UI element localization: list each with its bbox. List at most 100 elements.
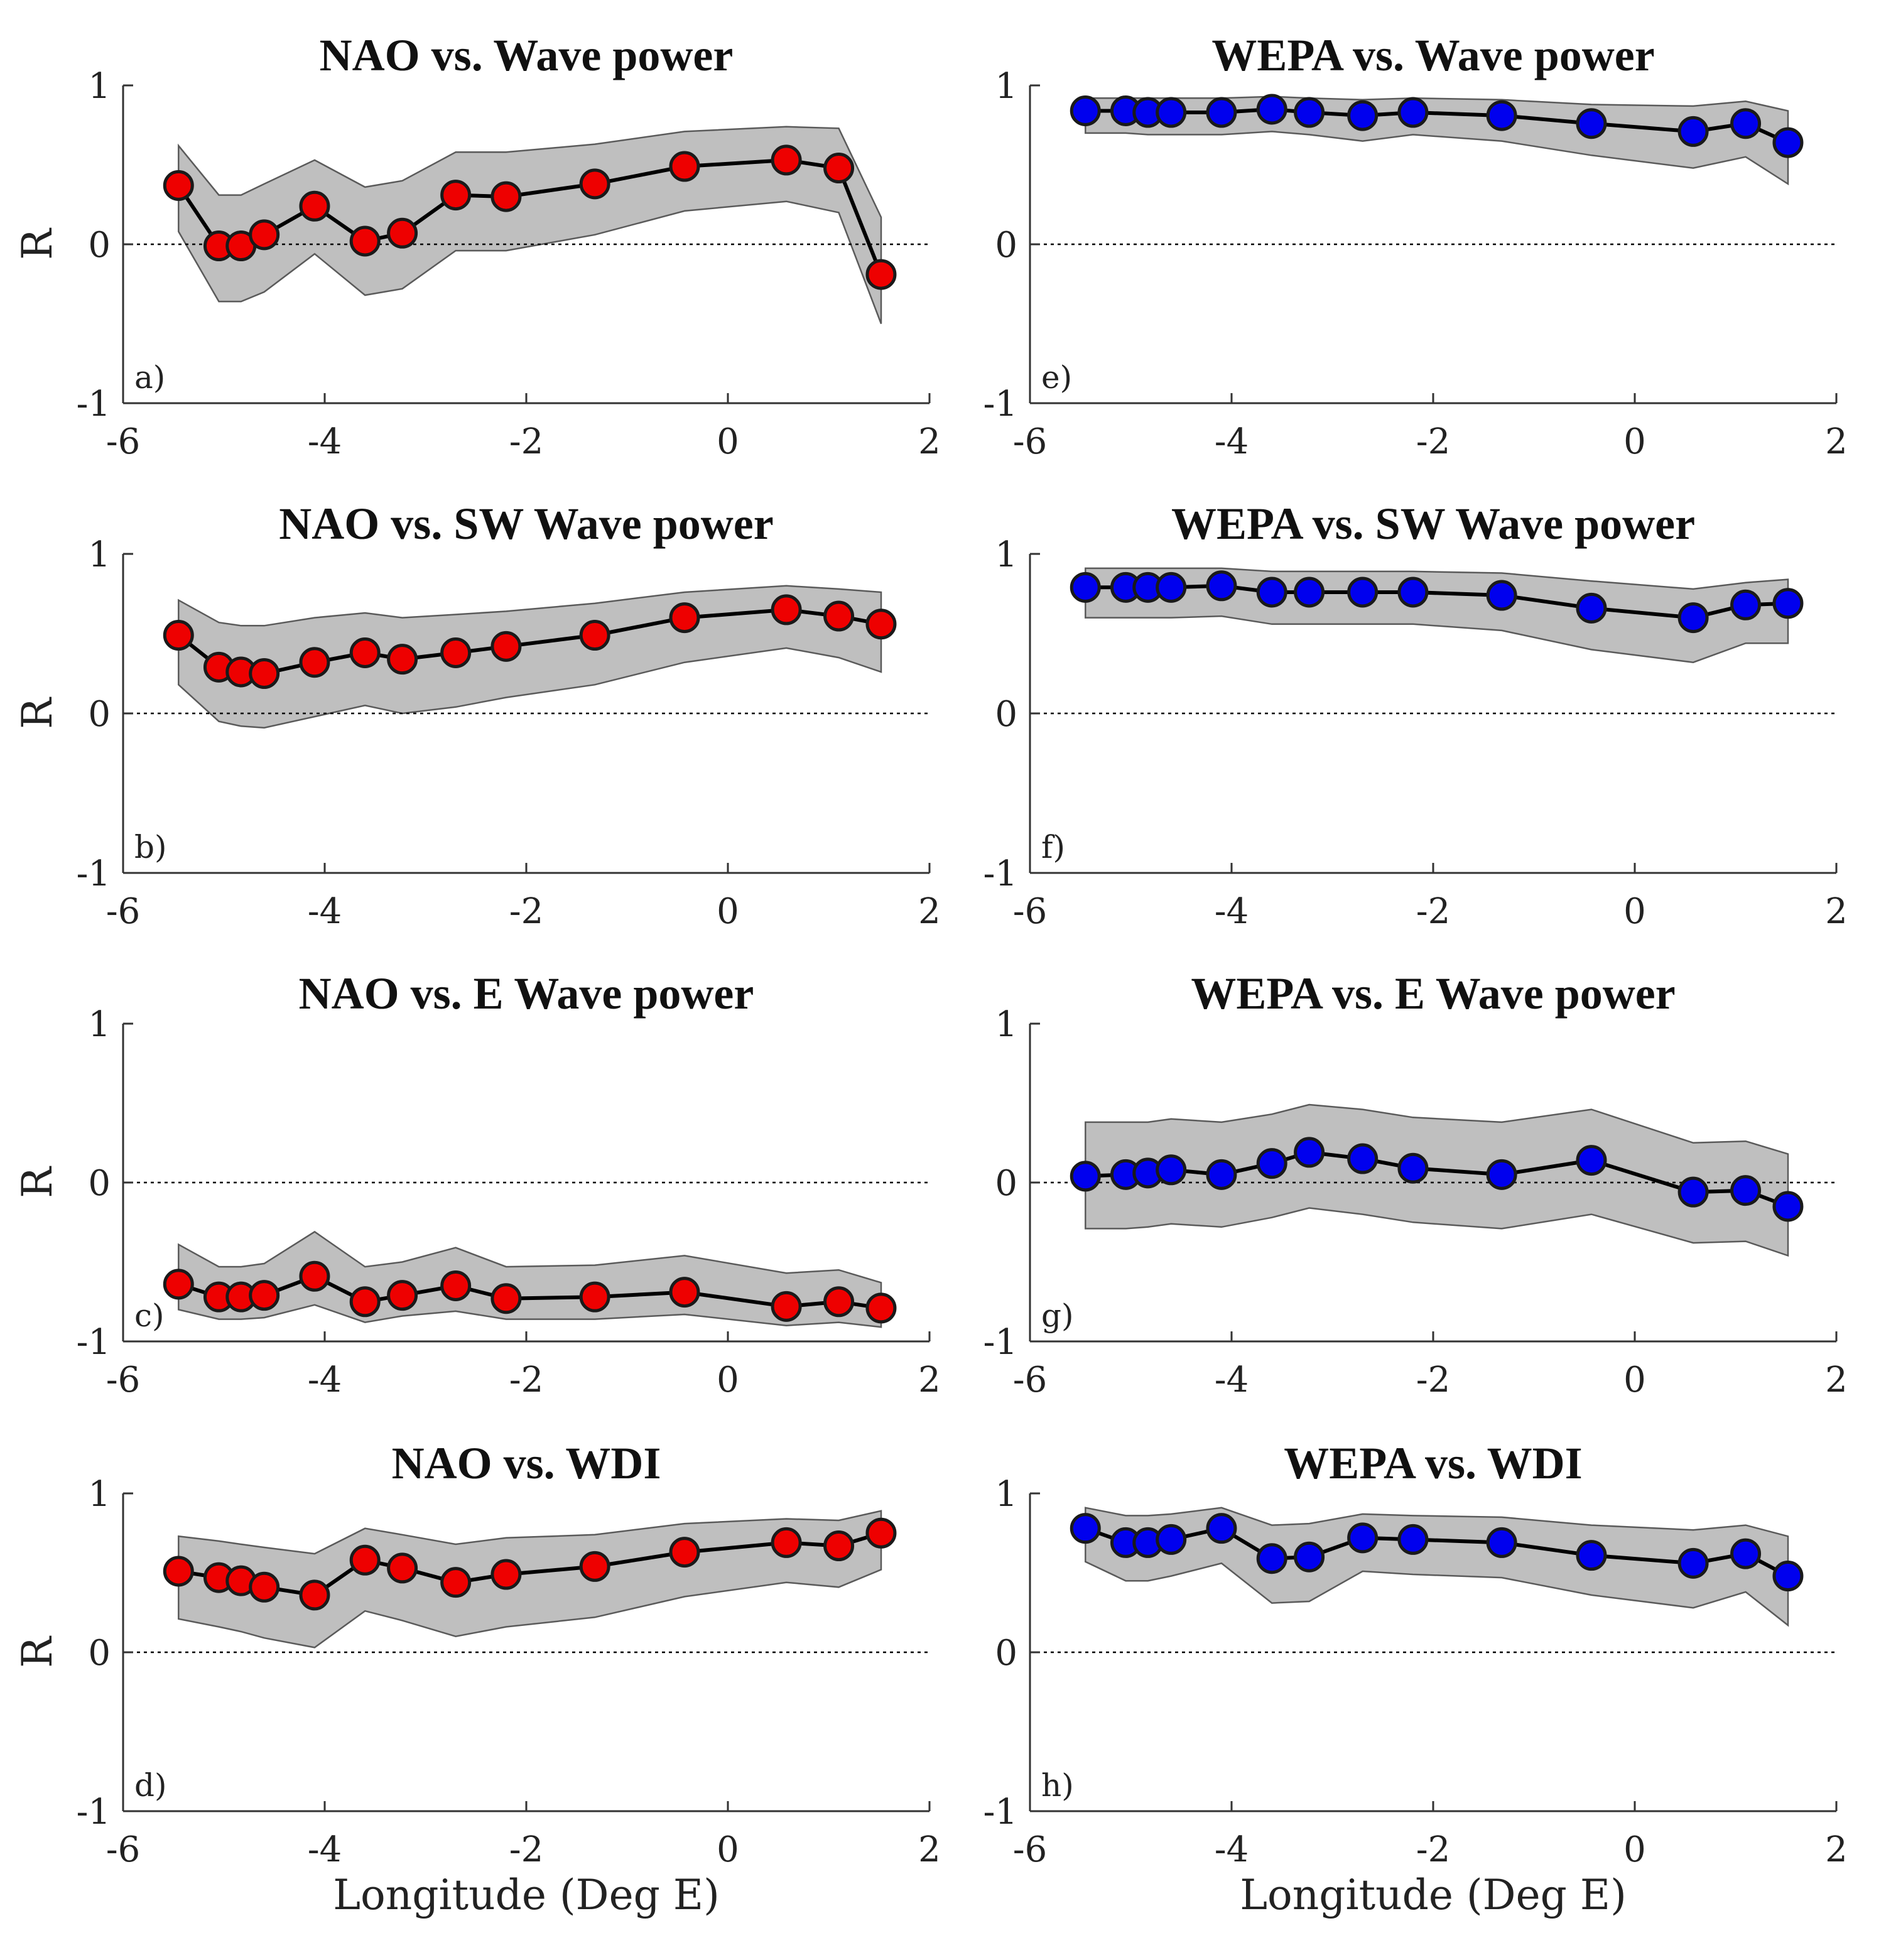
x-tick-label: -6 <box>1013 891 1048 932</box>
data-point <box>387 1280 418 1311</box>
data-point <box>1347 577 1379 608</box>
data-point <box>1677 116 1709 147</box>
chart-panel-g: -6 -4 -2 0 2 -1 0 1 WEPA vs. E Wave power g) <box>983 968 1847 1400</box>
data-point <box>1070 1161 1101 1192</box>
data-point <box>163 170 194 201</box>
data-point <box>349 637 381 668</box>
x-tick-label: -2 <box>1416 1360 1451 1400</box>
data-point <box>1256 1148 1287 1179</box>
x-tick-label: -2 <box>509 421 544 462</box>
data-point <box>349 225 381 257</box>
data-point <box>823 1530 855 1561</box>
data-point <box>1730 589 1762 620</box>
data-point <box>299 1579 330 1611</box>
y-axis-label: R <box>13 1166 62 1198</box>
data-point <box>1576 592 1607 624</box>
chart-panel-e: -6 -4 -2 0 2 -1 0 1 WEPA vs. Wave power e) <box>983 30 1847 462</box>
data-point <box>1294 97 1325 128</box>
data-point <box>1156 97 1187 128</box>
data-point <box>490 631 522 662</box>
data-point <box>1206 1513 1237 1544</box>
y-tick-label: 0 <box>995 694 1017 735</box>
x-tick-label: 2 <box>918 1829 941 1870</box>
y-tick-label: -1 <box>983 1322 1017 1363</box>
data-point <box>1347 100 1379 131</box>
data-point <box>163 620 194 651</box>
data-point <box>1294 1541 1325 1573</box>
data-point <box>1397 97 1429 128</box>
data-point <box>1772 127 1804 158</box>
chart-title: NAO vs. SW Wave power <box>279 499 773 549</box>
data-point <box>1772 588 1804 619</box>
x-tick-label: 2 <box>918 1360 941 1400</box>
data-point <box>249 219 280 251</box>
y-tick-label: -1 <box>76 384 111 425</box>
data-point <box>1256 577 1287 608</box>
data-point <box>249 1280 280 1311</box>
confidence-band <box>1085 1507 1789 1627</box>
x-tick-label: -4 <box>308 1360 342 1400</box>
x-tick-label: 0 <box>1623 891 1646 932</box>
confidence-band <box>178 585 882 729</box>
data-point <box>490 1283 522 1314</box>
y-tick-label: 1 <box>995 534 1017 575</box>
y-tick-label: 0 <box>995 1163 1017 1204</box>
data-point <box>1156 571 1187 603</box>
x-tick-label: 2 <box>1825 421 1848 462</box>
data-point <box>1347 1522 1379 1554</box>
chart-title: WEPA vs. E Wave power <box>1191 968 1675 1019</box>
data-point <box>771 1527 802 1558</box>
y-tick-label: 0 <box>88 225 111 266</box>
x-axis-label: Longitude (Deg E) <box>1240 1871 1627 1919</box>
x-tick-label: -2 <box>509 1360 544 1400</box>
data-point <box>163 1556 194 1587</box>
y-tick-label: 0 <box>88 1163 111 1204</box>
data-point <box>1070 95 1101 126</box>
panel-label: f) <box>1041 829 1065 865</box>
x-tick-label: -6 <box>1013 421 1048 462</box>
x-tick-label: 2 <box>1825 891 1848 932</box>
chart-panel-c: -6 -4 -2 0 2 -1 0 1 NAO vs. E Wave power c) R <box>13 968 941 1400</box>
panel-label: c) <box>134 1297 165 1334</box>
data-point <box>865 609 897 640</box>
data-point <box>669 1537 700 1568</box>
chart-panel-h: -6 -4 -2 0 2 -1 0 1 WEPA vs. WDI h) Longitude (Deg… <box>983 1438 1847 1919</box>
panel-label: a) <box>134 359 165 396</box>
data-point <box>299 1260 330 1292</box>
x-tick-label: 0 <box>1623 421 1646 462</box>
data-point <box>669 151 700 182</box>
x-tick-label: 2 <box>918 421 941 462</box>
data-point <box>349 1286 381 1318</box>
data-point <box>490 1559 522 1590</box>
data-point <box>579 1551 610 1582</box>
x-tick-label: -2 <box>509 891 544 932</box>
data-point <box>249 1571 280 1603</box>
x-tick-label: 0 <box>717 1360 739 1400</box>
chart-title: WEPA vs. SW Wave power <box>1171 499 1695 549</box>
data-point <box>1294 1137 1325 1168</box>
data-point <box>440 180 472 211</box>
data-point <box>823 153 855 184</box>
data-point <box>1294 577 1325 608</box>
data-point <box>1772 1191 1804 1222</box>
data-point <box>771 144 802 176</box>
chart-panel-b: -6 -4 -2 0 2 -1 0 1 NAO vs. SW Wave power b) R <box>13 499 941 932</box>
data-point <box>1256 1543 1287 1574</box>
data-point <box>865 1292 897 1324</box>
y-axis-label: R <box>13 696 62 729</box>
x-tick-label: 0 <box>717 891 739 932</box>
x-tick-label: 2 <box>918 891 941 932</box>
data-point <box>1397 577 1429 608</box>
data-point <box>1730 1175 1762 1206</box>
y-tick-label: 1 <box>88 534 111 575</box>
data-point <box>1156 1524 1187 1555</box>
data-point <box>490 181 522 212</box>
data-point <box>1772 1561 1804 1592</box>
y-axis-label: R <box>13 1635 62 1668</box>
x-tick-label: 2 <box>1825 1360 1848 1400</box>
x-tick-label: -2 <box>1416 891 1451 932</box>
data-point <box>1397 1524 1429 1555</box>
data-point <box>1206 97 1237 128</box>
data-point <box>823 1286 855 1318</box>
